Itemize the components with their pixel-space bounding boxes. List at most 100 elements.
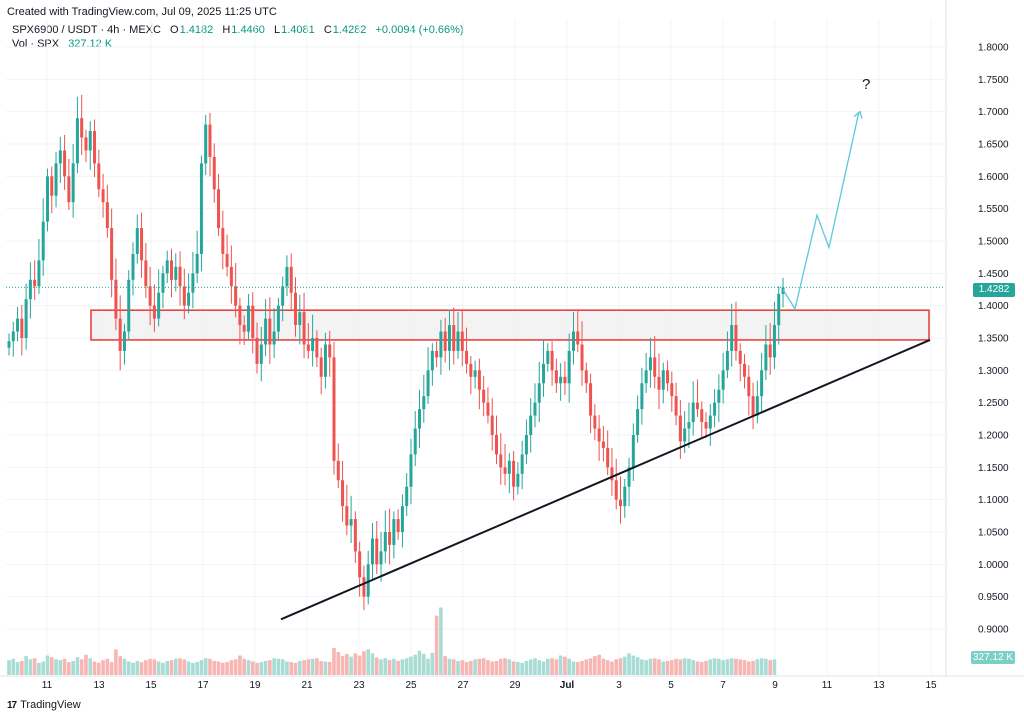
volume-bar-1 — [11, 658, 16, 675]
volume-bar-57 — [250, 661, 255, 675]
candle-body-103 — [447, 325, 451, 351]
candle-body-131 — [567, 350, 571, 384]
time-tick-8: 27 — [457, 680, 469, 691]
time-tick-1: 13 — [93, 680, 105, 691]
created-with-note: Created with TradingView.com, Jul 09, 20… — [7, 6, 277, 18]
candle-body-11 — [54, 163, 58, 196]
candle-body-146 — [631, 435, 635, 468]
candle-body-126 — [546, 350, 550, 364]
tradingview-brand[interactable]: 17 TradingView — [7, 699, 81, 711]
volume-bar-61 — [268, 660, 272, 675]
symbol-title[interactable]: SPX6900 / USDT · 4h · MEXC — [12, 24, 161, 36]
candle-body-24 — [110, 228, 114, 280]
volume-bar-11 — [54, 659, 58, 675]
candle-body-167 — [721, 370, 725, 390]
volume-bar-174 — [751, 660, 755, 675]
candle-body-150 — [648, 357, 652, 371]
candle-body-178 — [768, 344, 772, 358]
drawings — [6, 110, 945, 621]
volume-bar-129 — [558, 655, 563, 675]
price-tick-3: 1.6500 — [978, 140, 1009, 151]
volume-bar-117 — [507, 659, 512, 675]
volume-bar-7 — [37, 662, 41, 675]
volume-badge: 327.12 K — [971, 651, 1015, 664]
volume-bar-140 — [605, 660, 610, 675]
candle-body-125 — [542, 363, 546, 384]
time-tick-16: 13 — [873, 680, 885, 691]
volume-bar-173 — [746, 661, 751, 675]
candle-body-176 — [760, 370, 764, 397]
candle-body-29 — [131, 253, 135, 280]
volume-bar-26 — [118, 656, 122, 675]
volume-bar-81 — [353, 653, 358, 675]
candle-body-107 — [465, 350, 469, 364]
candle-body-120 — [520, 454, 524, 474]
candle-body-152 — [657, 376, 661, 390]
volume-bar-69 — [302, 660, 306, 675]
candle-body-21 — [97, 163, 101, 190]
question-mark-annotation: ? — [862, 76, 870, 93]
volume-bar-94 — [409, 656, 413, 675]
candle-body-28 — [127, 279, 131, 332]
volume-bar-156 — [674, 658, 678, 675]
volume-bar-31 — [139, 662, 144, 675]
candle-body-95 — [413, 428, 417, 455]
candle-body-138 — [597, 428, 601, 442]
volume-bar-38 — [169, 660, 174, 675]
price-tick-17: 0.9500 — [978, 592, 1009, 603]
time-tick-13: 7 — [720, 680, 726, 691]
volume-bar-79 — [345, 653, 349, 675]
symbol-legend[interactable]: SPX6900 / USDT · 4h · MEXC O1.4182 H1.44… — [12, 24, 464, 36]
volume-bar-84 — [366, 649, 371, 675]
volume-bar-53 — [233, 659, 238, 675]
volume-bar-171 — [738, 659, 743, 675]
volume-bar-6 — [32, 658, 37, 675]
candle-body-98 — [426, 370, 430, 397]
time-tick-14: 9 — [772, 680, 778, 691]
volume-bar-158 — [682, 658, 687, 675]
volume-bar-165 — [712, 658, 717, 675]
volume-bar-3 — [20, 660, 24, 675]
candle-body-74 — [323, 344, 327, 377]
volume-bar-46 — [203, 658, 208, 675]
candle-body-108 — [469, 363, 473, 377]
candle-body-18 — [84, 137, 88, 151]
time-tick-12: 5 — [668, 680, 674, 691]
candlesticks — [7, 94, 785, 611]
volume-bar-155 — [670, 660, 674, 675]
volume-bar-151 — [652, 658, 657, 675]
low-label: L — [273, 24, 281, 36]
volume-bar-176 — [759, 658, 764, 675]
candle-body-34 — [152, 305, 156, 319]
candle-body-99 — [430, 350, 434, 371]
volume-bar-15 — [71, 660, 75, 675]
candle-body-115 — [499, 454, 503, 468]
volume-bar-178 — [768, 660, 772, 675]
candle-body-140 — [606, 447, 610, 468]
volume-bar-87 — [379, 659, 383, 675]
candle-body-135 — [584, 370, 588, 384]
price-tick-15: 1.0500 — [978, 528, 1009, 539]
candle-body-36 — [161, 273, 165, 293]
tradingview-logo-icon: 17 — [7, 699, 17, 711]
volume-bar-145 — [627, 653, 631, 675]
volume-bar-160 — [691, 660, 695, 675]
candle-body-145 — [627, 467, 631, 487]
candle-body-174 — [751, 396, 755, 416]
volume-bar-143 — [618, 658, 623, 675]
volume-bar-138 — [597, 654, 601, 675]
volume-bar-154 — [665, 660, 670, 675]
price-tick-2: 1.7000 — [978, 107, 1009, 118]
volume-bar-70 — [306, 659, 311, 675]
candle-body-68 — [298, 312, 302, 326]
candle-body-179 — [772, 325, 776, 358]
price-tick-7: 1.4500 — [978, 269, 1009, 280]
volume-bar-157 — [678, 659, 683, 675]
candle-body-66 — [289, 266, 293, 293]
volume-bar-64 — [280, 659, 285, 675]
candle-body-51 — [225, 253, 229, 267]
volume-bar-73 — [319, 660, 323, 675]
volume-bar-153 — [661, 661, 666, 675]
price-tick-8: 1.4000 — [978, 301, 1009, 312]
